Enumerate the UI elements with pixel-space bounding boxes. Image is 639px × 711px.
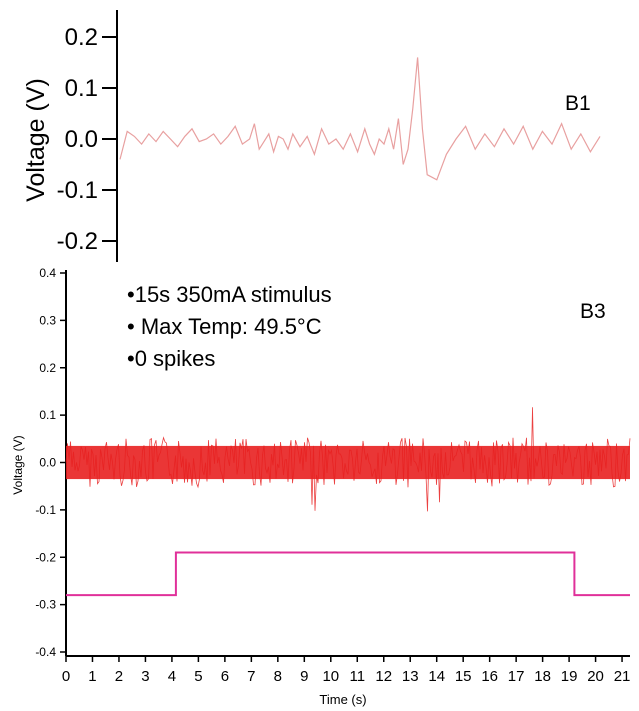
b3-y-tick-label: 0.4 [39, 266, 56, 280]
b3-y-tick-label: -0.2 [35, 550, 56, 564]
b3-x-tick-label: 7 [247, 668, 255, 685]
b3-y-tick-label: -0.1 [35, 503, 56, 517]
b3-y-axis-label: Voltage (V) [11, 435, 25, 494]
b1-panel-label: B1 [565, 92, 591, 115]
b1-y-tick-label: 0.0 [65, 126, 98, 153]
b3-y-tick-label: -0.4 [35, 645, 56, 659]
b1-series-line [119, 57, 601, 181]
b3-y-ticks [60, 272, 66, 653]
b3-x-tick-label: 9 [300, 668, 308, 685]
b3-x-tick-label: 12 [375, 668, 392, 685]
b3-panel-label: B3 [580, 300, 606, 323]
b3-x-tick-label: 15 [455, 668, 472, 685]
b3-x-tick-label: 17 [508, 668, 525, 685]
b3-x-tick-label: 5 [194, 668, 202, 685]
b3-x-tick-labels: 0 1 2 3 4 5 6 7 8 9 10 11 12 13 14 15 16 17 18 19 20 21 [62, 668, 631, 685]
b3-x-ticks [65, 656, 623, 662]
b1-y-tick-label: 0.1 [65, 75, 98, 102]
panel-b1: 0.2 0.1 0.0 -0.1 -0.2 Voltage (V) B1 [22, 10, 601, 262]
b3-x-tick-label: 14 [428, 668, 445, 685]
b3-stimulus-line [66, 551, 630, 597]
b3-x-tick-label: 2 [115, 668, 123, 685]
b3-x-tick-label: 6 [221, 668, 229, 685]
b3-y-tick-labels: 0.4 0.3 0.2 0.1 0.0 -0.1 -0.2 -0.3 -0.4 [35, 266, 56, 659]
b1-y-tick-label: -0.1 [57, 177, 98, 204]
b1-y-tick-label: 0.2 [65, 24, 98, 51]
b1-y-axis-label: Voltage (V) [22, 78, 50, 202]
b3-x-tick-label: 0 [62, 668, 70, 685]
b3-x-tick-label: 8 [274, 668, 282, 685]
b3-x-tick-label: 4 [168, 668, 176, 685]
b3-x-tick-label: 20 [587, 668, 604, 685]
b3-y-tick-label: 0.0 [39, 456, 56, 470]
b3-x-tick-label: 11 [349, 668, 365, 685]
b3-annotation-spikes: •0 spikes [127, 346, 215, 371]
b1-y-tick-labels: 0.2 0.1 0.0 -0.1 -0.2 [57, 24, 98, 255]
b3-y-tick-label: 0.2 [39, 361, 56, 375]
b3-x-tick-label: 10 [322, 668, 339, 685]
b3-x-axis-label: Time (s) [319, 692, 366, 707]
b1-y-ticks [102, 36, 117, 242]
b3-x-tick-label: 13 [402, 668, 419, 685]
b3-x-tick-label: 18 [534, 668, 551, 685]
b3-x-tick-label: 21 [614, 668, 631, 685]
b3-y-tick-label: -0.3 [35, 598, 56, 612]
b3-noise-trace [65, 407, 631, 512]
b1-y-tick-label: -0.2 [57, 228, 98, 255]
b3-x-tick-label: 16 [481, 668, 498, 685]
b3-annotation-stimulus: •15s 350mA stimulus [127, 282, 332, 307]
b3-x-tick-label: 1 [88, 668, 96, 685]
b3-y-tick-label: 0.1 [39, 408, 56, 422]
b3-voltage-noise [65, 407, 631, 512]
b3-x-tick-label: 3 [141, 668, 149, 685]
b3-annotation-max-temp: • Max Temp: 49.5°C [127, 314, 322, 339]
b3-y-tick-label: 0.3 [39, 313, 56, 327]
b3-x-tick-label: 19 [561, 668, 578, 685]
